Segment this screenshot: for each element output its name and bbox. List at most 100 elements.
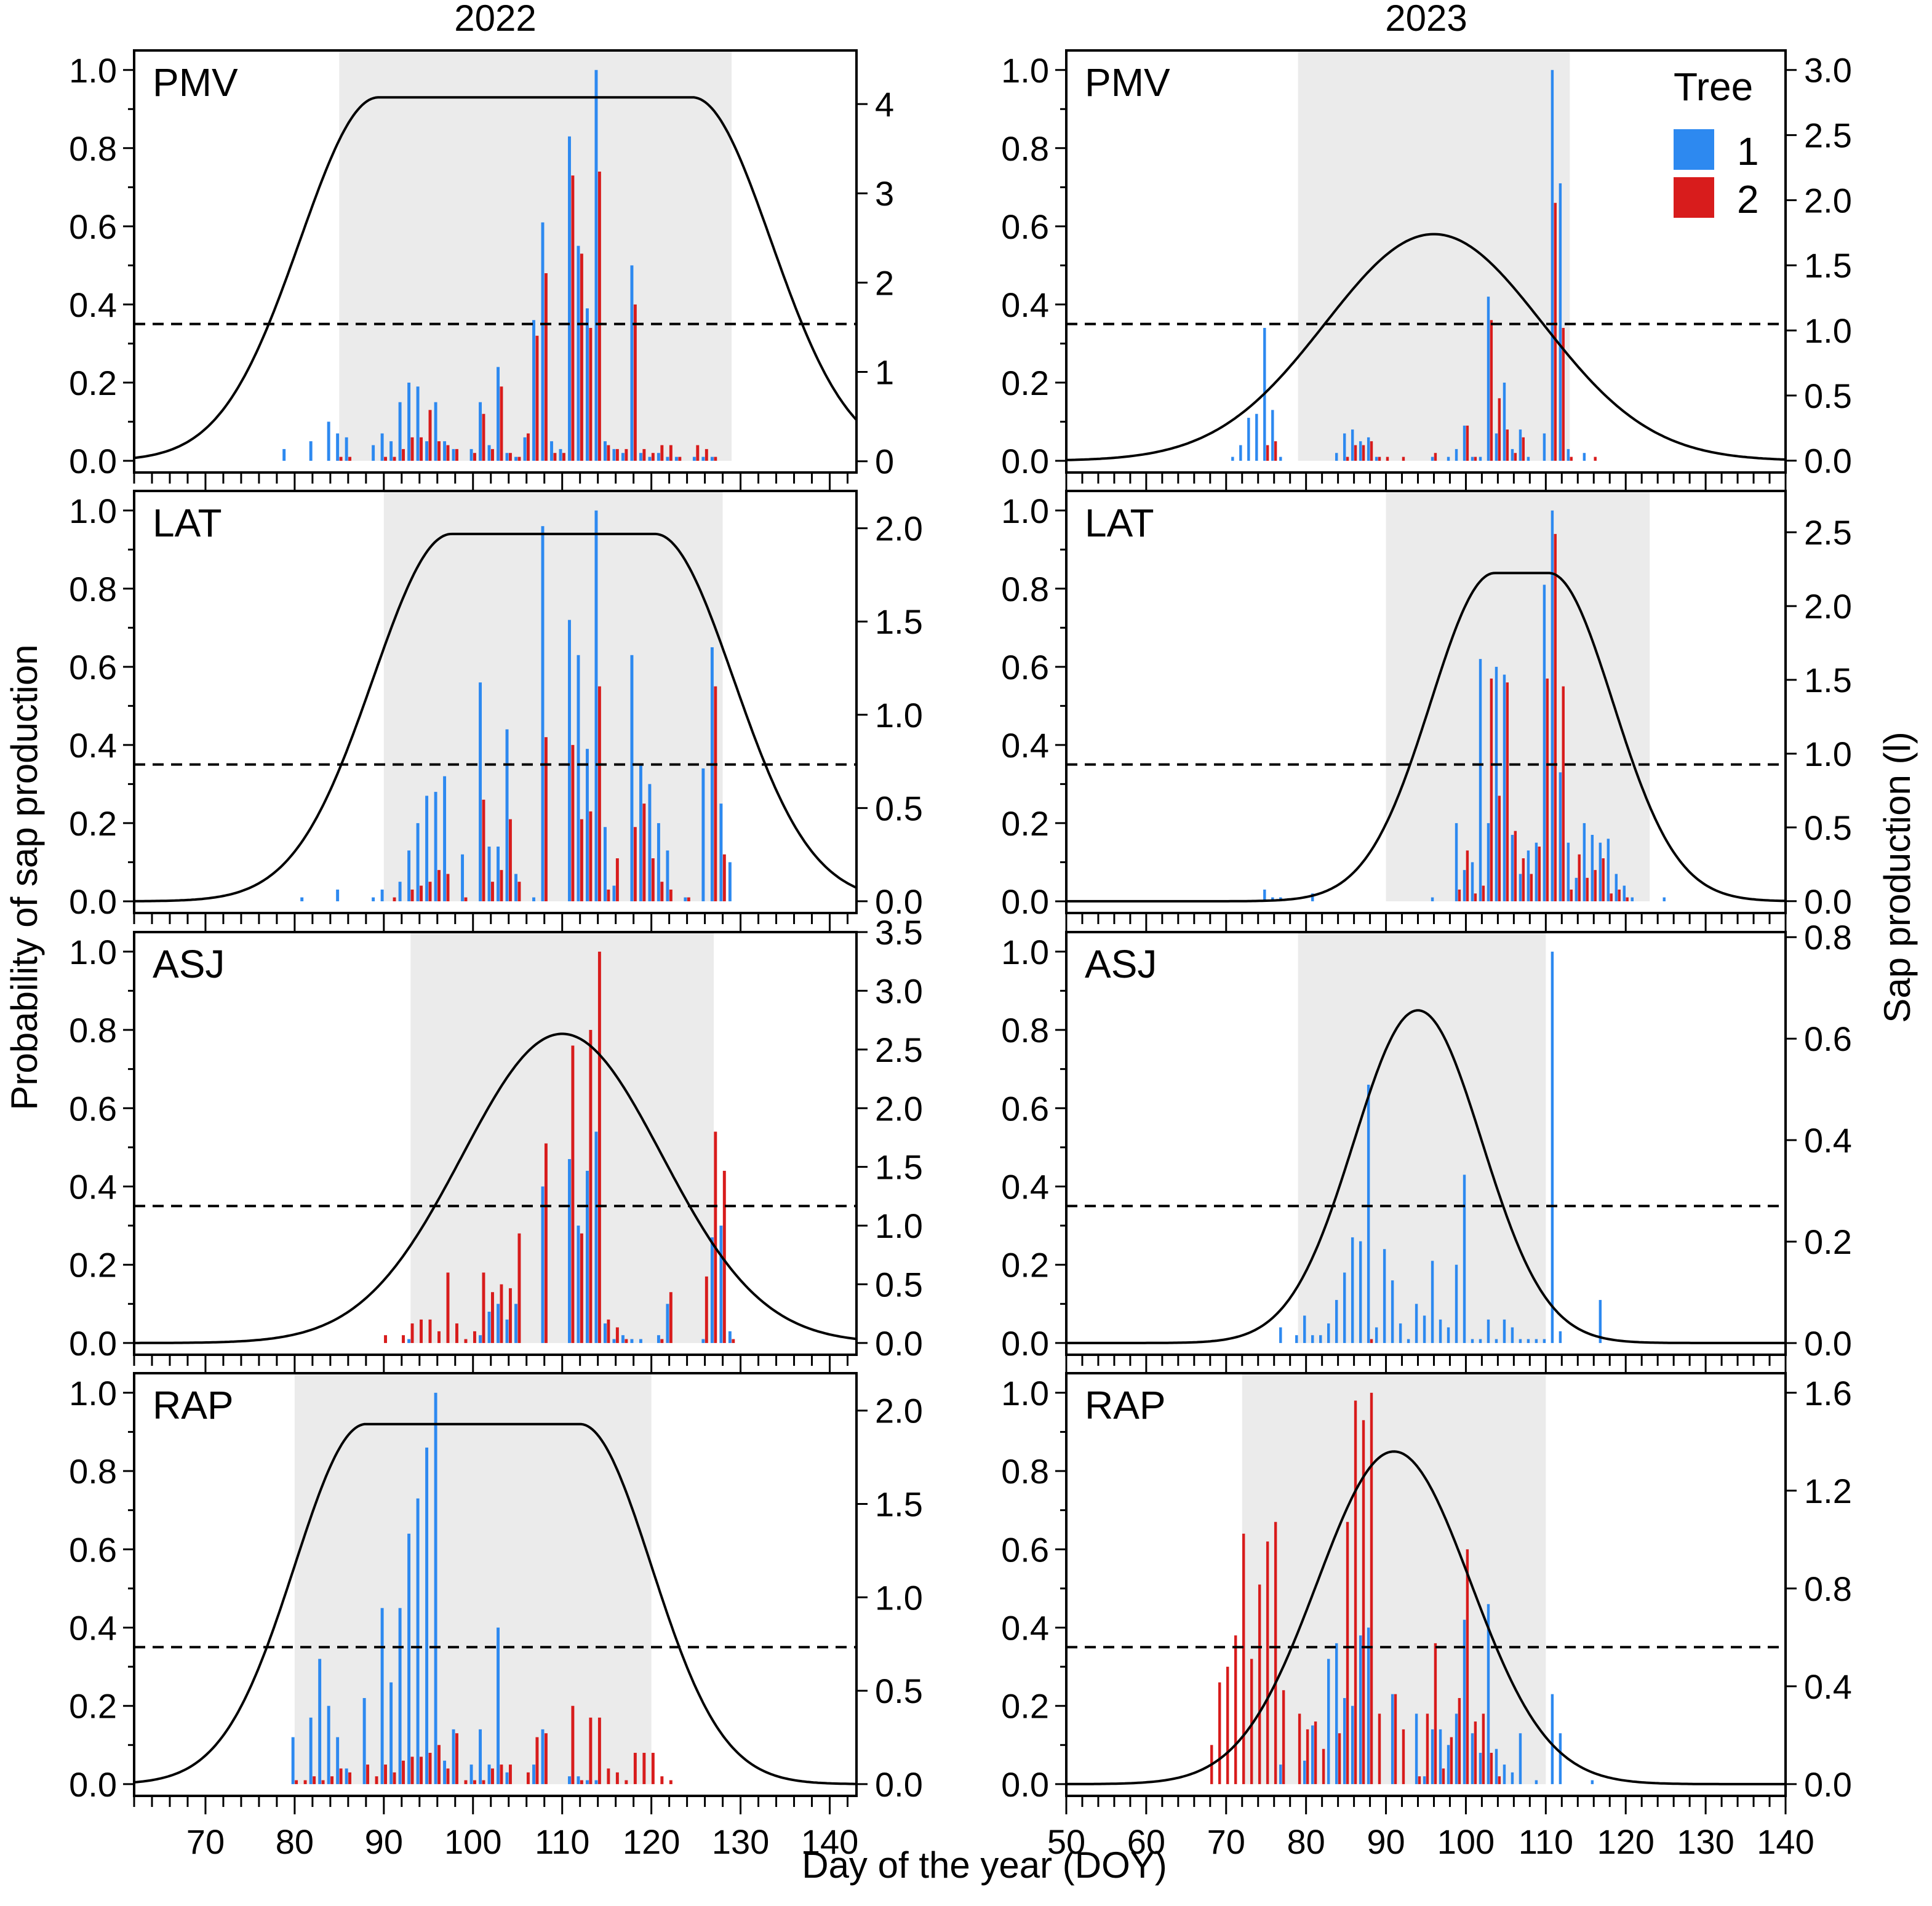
bar-tree-2	[1474, 457, 1477, 461]
bar-tree-2	[446, 1768, 450, 1784]
site-label: ASJ	[153, 942, 225, 986]
bar-tree-2	[500, 386, 503, 461]
bar-tree-1	[416, 1498, 420, 1784]
bar-tree-2	[375, 1776, 378, 1784]
bar-tree-2	[633, 1753, 637, 1784]
bar-tree-2	[1274, 1521, 1277, 1784]
y-tick-label-left: 0.8	[1001, 1452, 1049, 1491]
bar-tree-1	[505, 1772, 509, 1784]
bar-tree-2	[1306, 1729, 1309, 1784]
y-tick-label-right: 2.5	[1804, 116, 1852, 155]
bar-tree-1	[1519, 1339, 1522, 1343]
y-tick-label-left: 1.0	[1001, 492, 1049, 530]
y-tick-label-left: 0.4	[1001, 726, 1049, 765]
y-tick-label-right: 0.0	[875, 1324, 923, 1363]
y-tick-label-right: 0.0	[1804, 1324, 1852, 1363]
bar-tree-2	[402, 1760, 405, 1784]
bar-tree-2	[482, 1780, 485, 1784]
bar-tree-1	[541, 222, 545, 461]
bar-tree-1	[497, 1304, 500, 1343]
bar-tree-2	[1242, 1533, 1245, 1784]
bar-tree-1	[497, 1627, 500, 1784]
bar-tree-1	[282, 449, 286, 461]
y-tick-label-left: 1.0	[1001, 933, 1049, 971]
bar-tree-2	[410, 437, 414, 461]
bar-tree-1	[728, 1331, 732, 1343]
y-tick-label-left: 0.2	[1001, 364, 1049, 402]
bar-tree-2	[535, 1737, 539, 1784]
bar-tree-2	[1466, 425, 1469, 461]
bar-tree-2	[428, 882, 432, 901]
bar-tree-1	[1455, 823, 1458, 901]
bar-tree-2	[1570, 457, 1573, 461]
bar-tree-2	[607, 1768, 610, 1784]
bar-tree-2	[508, 1288, 512, 1343]
bar-tree-1	[514, 1304, 517, 1343]
bar-tree-2	[1378, 457, 1381, 461]
bar-tree-1	[1479, 659, 1482, 901]
bar-tree-2	[1274, 441, 1277, 461]
bar-tree-1	[1423, 1776, 1426, 1784]
bar-tree-2	[339, 1768, 343, 1784]
bar-tree-1	[1559, 183, 1562, 461]
shaded-window	[1386, 491, 1650, 901]
y-tick-label-right: 1.5	[1804, 661, 1852, 700]
bar-tree-1	[479, 402, 482, 461]
x-tick-label: 90	[365, 1822, 403, 1861]
bar-tree-1	[345, 437, 348, 461]
x-tick-label: 110	[535, 1822, 589, 1861]
x-tick-label: 60	[1127, 1822, 1165, 1861]
bar-tree-2	[1346, 457, 1349, 461]
bar-tree-1	[1279, 457, 1282, 461]
y-tick-label-left: 0.4	[1001, 1167, 1049, 1206]
bar-tree-2	[1362, 445, 1365, 461]
bar-tree-1	[1519, 874, 1522, 901]
y-tick-label-right: 1.5	[1804, 246, 1852, 285]
bar-tree-2	[1498, 1776, 1501, 1784]
bar-tree-2	[464, 897, 468, 901]
bar-tree-1	[336, 1737, 340, 1784]
bar-tree-1	[1471, 1733, 1474, 1784]
y-tick-label-right: 0.0	[1804, 1765, 1852, 1804]
probability-curve	[1066, 1009, 1786, 1344]
bar-tree-1	[577, 655, 580, 901]
bar-tree-2	[1426, 1713, 1429, 1784]
y-tick-label-left: 1.0	[69, 492, 117, 530]
bar-tree-2	[1562, 686, 1565, 901]
bar-tree-1	[1535, 842, 1538, 901]
bar-tree-2	[1506, 682, 1509, 901]
bar-tree-1	[300, 897, 304, 901]
bar-tree-1	[505, 1319, 509, 1343]
bar-tree-1	[612, 885, 616, 901]
bar-tree-1	[684, 897, 687, 901]
bar-tree-2	[464, 1780, 468, 1784]
column-title-2022: 2022	[454, 0, 536, 39]
bar-tree-1	[505, 453, 509, 461]
y-tick-label-right: 0.0	[875, 882, 923, 921]
bar-tree-2	[1466, 1549, 1469, 1784]
bar-tree-1	[514, 874, 517, 901]
bar-tree-2	[1354, 445, 1357, 461]
bar-tree-2	[589, 811, 593, 901]
bar-tree-2	[455, 449, 458, 461]
bar-tree-2	[1314, 1721, 1317, 1784]
bar-tree-1	[577, 1226, 580, 1343]
bar-tree-1	[309, 1717, 313, 1784]
bar-tree-1	[1543, 433, 1546, 461]
bar-tree-1	[1583, 823, 1586, 901]
bar-tree-1	[586, 308, 589, 461]
bar-tree-1	[309, 441, 313, 461]
bar-tree-2	[589, 1030, 593, 1343]
bar-tree-1	[291, 1737, 295, 1784]
bar-tree-2	[1562, 327, 1565, 461]
bar-tree-2	[455, 1733, 458, 1784]
bar-tree-2	[490, 1768, 494, 1784]
bar-tree-2	[1490, 1753, 1493, 1784]
x-tick-label: 120	[1597, 1822, 1655, 1861]
y-tick-label-right: 0.4	[1804, 1121, 1852, 1160]
bar-tree-2	[669, 445, 673, 461]
bar-tree-1	[1439, 1319, 1442, 1343]
bar-tree-1	[719, 1226, 723, 1343]
panel-frame	[133, 931, 858, 1356]
